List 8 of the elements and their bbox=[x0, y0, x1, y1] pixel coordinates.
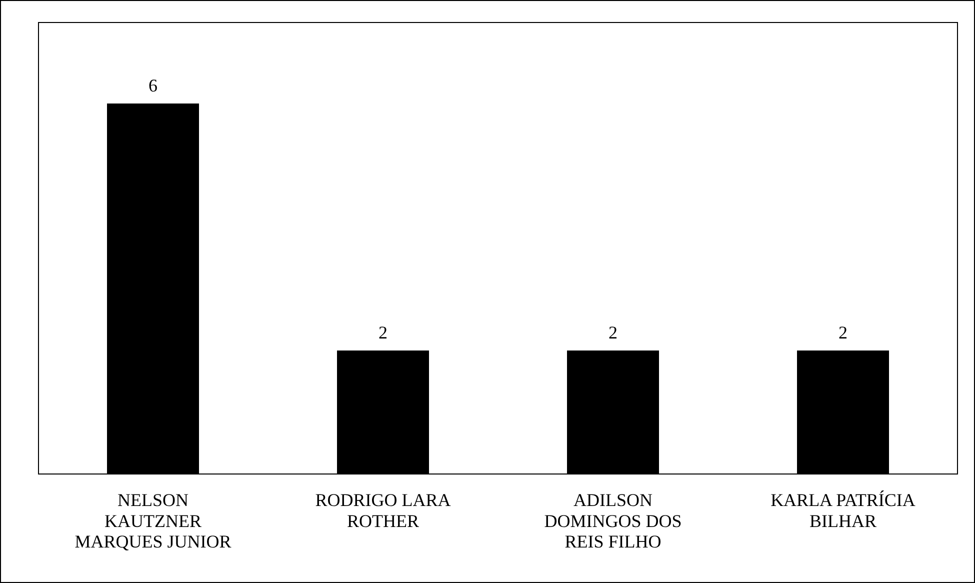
x-tick-label: NELSON KAUTZNER MARQUES JUNIOR bbox=[74, 490, 232, 552]
x-tick-label: KARLA PATRÍCIA BILHAR bbox=[770, 490, 916, 531]
data-label: 2 bbox=[838, 322, 848, 343]
x-tick-label: RODRIGO LARA ROTHER bbox=[315, 490, 451, 531]
data-label: 6 bbox=[148, 76, 158, 96]
data-label: 2 bbox=[378, 322, 388, 343]
x-tick-label: ADILSON DOMINGOS DOS REIS FILHO bbox=[544, 490, 682, 552]
data-label: 2 bbox=[608, 322, 618, 343]
